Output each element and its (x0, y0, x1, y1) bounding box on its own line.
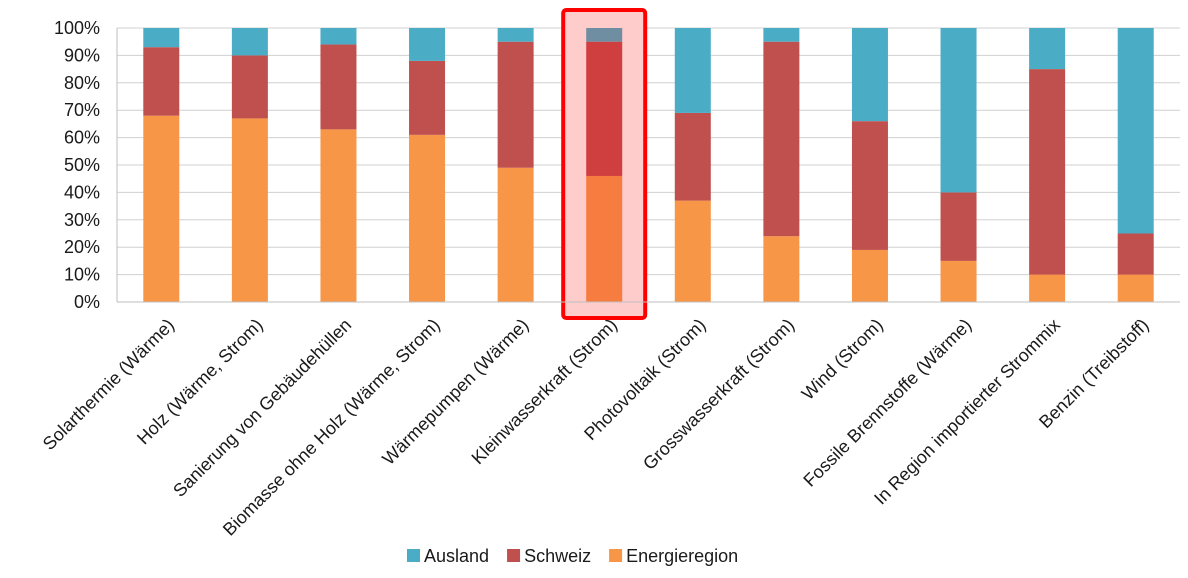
bar-energieregion-photovoltaik-strom (674, 200, 711, 302)
bar-schweiz-fossile-brennstoffe-wärme (940, 192, 977, 261)
bar-ausland-solarthermie-wärme (143, 28, 180, 48)
bar-ausland-photovoltaik-strom (674, 28, 711, 113)
legend-swatch (609, 549, 623, 562)
bar-energieregion-biomasse-ohne-holz-wärme-strom (409, 134, 446, 302)
y-tick-label: 50% (64, 155, 100, 175)
bar-ausland-wärmepumpen-wärme (497, 28, 534, 42)
y-tick-label: 30% (64, 210, 100, 230)
bar-schweiz-biomasse-ohne-holz-wärme-strom (409, 60, 446, 135)
bar-energieregion-sanierung-von-gebäudehüllen (320, 129, 357, 302)
legend-label: Energieregion (626, 546, 738, 566)
bar-schweiz-wärmepumpen-wärme (497, 41, 534, 168)
bar-ausland-biomasse-ohne-holz-wärme-strom (409, 28, 446, 61)
x-tick-label: Fossile Brennstoffe (Wärme) (799, 315, 975, 491)
bar-energieregion-fossile-brennstoffe-wärme (940, 260, 977, 302)
legend: Ausland Schweiz Energieregion (407, 546, 738, 566)
y-tick-label: 100% (54, 18, 100, 38)
bar-energieregion-wärmepumpen-wärme (497, 167, 534, 302)
bar-energieregion-grosswasserkraft-strom (763, 236, 800, 302)
bar-schweiz-sanierung-von-gebäudehüllen (320, 44, 357, 130)
y-axis: 0% 10% 20% 30% 40% 50% 60% 70% 80% 90% 100% (54, 18, 118, 312)
bar-ausland-benzin-treibstoff (1117, 28, 1154, 234)
bar-ausland-wind-strom (851, 28, 888, 122)
y-tick-label: 20% (64, 237, 100, 257)
bar-stack-grosswasserkraft-strom (763, 28, 800, 302)
bar-ausland-holz-wärme-strom (231, 28, 268, 56)
bar-schweiz-benzin-treibstoff (1117, 233, 1154, 275)
bar-energieregion-benzin-treibstoff (1117, 274, 1154, 302)
bar-stack-wärmepumpen-wärme (497, 28, 534, 302)
bar-schweiz-in-region-importierter-strommix (1029, 69, 1066, 275)
bar-schweiz-photovoltaik-strom (674, 112, 711, 201)
bar-ausland-sanierung-von-gebäudehüllen (320, 28, 357, 45)
bar-stack-benzin-treibstoff (1117, 28, 1154, 302)
y-tick-label: 40% (64, 182, 100, 202)
bar-ausland-in-region-importierter-strommix (1029, 28, 1066, 70)
bar-stack-kleinwasserkraft-strom (586, 28, 623, 302)
bar-schweiz-grosswasserkraft-strom (763, 41, 800, 237)
bar-schweiz-kleinwasserkraft-strom (586, 41, 623, 176)
legend-label: Ausland (424, 546, 489, 566)
x-tick-label: Sanierung von Gebäudehüllen (169, 315, 355, 501)
y-tick-label: 80% (64, 73, 100, 93)
bar-stack-photovoltaik-strom (674, 28, 711, 302)
y-tick-label: 0% (74, 292, 100, 312)
bar-stack-wind-strom (851, 28, 888, 302)
bar-stack-biomasse-ohne-holz-wärme-strom (409, 28, 446, 302)
y-tick-label: 70% (64, 100, 100, 120)
bars (143, 28, 1154, 303)
x-tick-label: Grosswasserkraft (Strom) (639, 315, 798, 474)
bar-stack-holz-wärme-strom (231, 28, 268, 302)
bar-energieregion-wind-strom (851, 249, 888, 302)
bar-energieregion-kleinwasserkraft-strom (586, 175, 623, 302)
y-tick-label: 90% (64, 45, 100, 65)
legend-swatch (407, 549, 420, 562)
x-tick-label: Wärmepumpen (Wärme) (378, 315, 532, 469)
bar-schweiz-holz-wärme-strom (231, 55, 268, 119)
bar-stack-in-region-importierter-strommix (1029, 28, 1066, 302)
legend-item-ausland: Ausland (407, 546, 489, 566)
legend-item-schweiz: Schweiz (507, 546, 591, 566)
gridlines (117, 27, 1180, 303)
bar-energieregion-solarthermie-wärme (143, 115, 180, 303)
bar-schweiz-wind-strom (851, 121, 888, 250)
bar-stack-fossile-brennstoffe-wärme (940, 28, 977, 302)
x-axis: Solarthermie (Wärme)Holz (Wärme, Strom)S… (39, 301, 1180, 540)
x-tick-label: Kleinwasserkraft (Strom) (468, 315, 621, 468)
bar-stack-sanierung-von-gebäudehüllen (320, 28, 357, 302)
bar-ausland-grosswasserkraft-strom (763, 28, 800, 42)
legend-label: Schweiz (524, 546, 591, 566)
bar-stack-solarthermie-wärme (143, 28, 180, 303)
x-tick-label: Wind (Strom) (798, 315, 887, 404)
bar-energieregion-holz-wärme-strom (231, 118, 268, 302)
bar-ausland-fossile-brennstoffe-wärme (940, 28, 977, 193)
x-tick-label: In Region importierter Strommix (870, 315, 1064, 509)
bar-ausland-kleinwasserkraft-strom (586, 28, 623, 42)
y-tick-label: 10% (64, 265, 100, 285)
legend-swatch (507, 549, 521, 562)
y-tick-label: 60% (64, 128, 100, 148)
legend-item-energieregion: Energieregion (609, 546, 738, 566)
bar-schweiz-solarthermie-wärme (143, 47, 180, 116)
bar-energieregion-in-region-importierter-strommix (1029, 274, 1066, 302)
